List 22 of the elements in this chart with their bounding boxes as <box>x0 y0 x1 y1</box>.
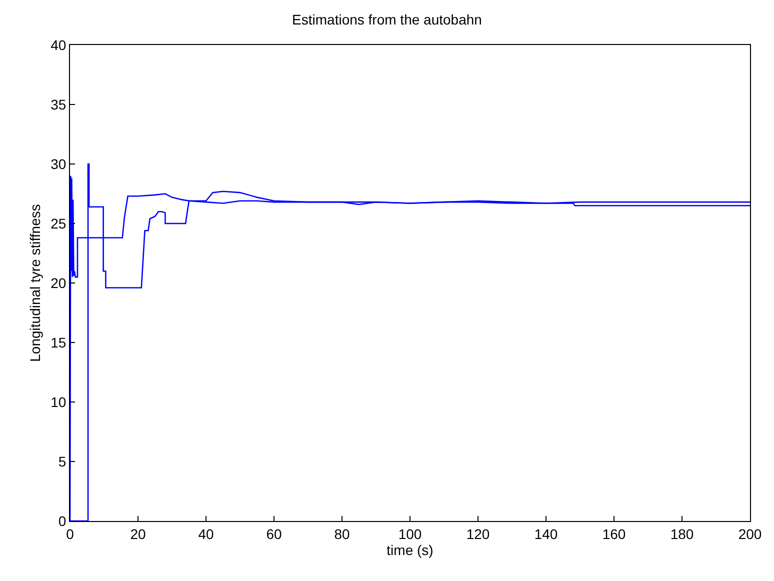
x-tick-label: 200 <box>738 526 762 542</box>
x-axis-title: time (s) <box>386 542 434 558</box>
y-tick-label: 15 <box>50 334 66 350</box>
x-tick-label: 180 <box>670 526 694 542</box>
x-tick-label: 40 <box>198 526 214 542</box>
y-tick-label: 10 <box>50 394 66 410</box>
x-tick-label: 120 <box>466 526 490 542</box>
y-axis-title: Longitudinal tyre stiffness <box>27 204 44 362</box>
x-tick-label: 100 <box>398 526 422 542</box>
y-tick-label: 25 <box>50 215 66 232</box>
y-tick-label: 20 <box>50 274 66 291</box>
chart-title: Estimations from the autobahn <box>292 11 482 28</box>
y-tick-label: 0 <box>58 512 66 529</box>
y-tick-label: 35 <box>50 96 66 112</box>
y-tick-label: 5 <box>58 453 66 470</box>
x-tick-label: 160 <box>602 526 626 542</box>
x-tick-label: 20 <box>130 526 146 542</box>
y-tick-label: 40 <box>50 36 66 53</box>
x-tick-label: 60 <box>266 526 282 542</box>
x-tick-label: 140 <box>534 526 558 542</box>
x-tick-label: 80 <box>334 526 350 542</box>
y-tick-label: 30 <box>50 156 66 172</box>
